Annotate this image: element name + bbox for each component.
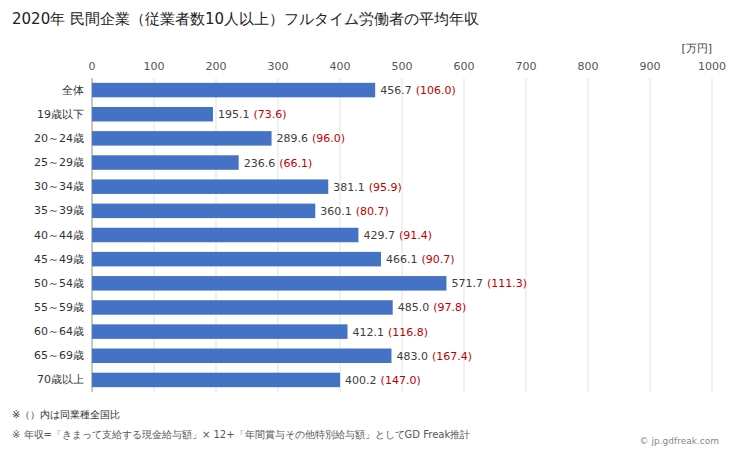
y-tick-label: 65～69歳 <box>34 349 84 362</box>
data-labels: 456.7(106.0)195.1(73.6)289.6(96.0)236.6(… <box>218 84 527 387</box>
bars <box>92 83 446 387</box>
x-tick-label: 100 <box>144 60 165 73</box>
data-label: 400.2 (147.0) <box>345 373 421 386</box>
grid-line <box>712 78 713 392</box>
note: ※（）内は同業種全国比 <box>12 409 120 420</box>
ratio-label: (66.1) <box>279 156 312 169</box>
ratio-label: (116.8) <box>388 325 428 338</box>
value-label: 429.7 <box>363 229 395 242</box>
category-labels: 全体 19歳以下 20～24歳 25～29歳 30～34歳 35～39歳 40～44歳 45～… <box>34 84 84 387</box>
value-label: 485.0 <box>398 301 430 314</box>
value-label: 483.0 <box>396 349 428 362</box>
ratio-label: (111.3) <box>487 277 527 290</box>
y-tick-label: 40～44歳 <box>34 229 84 242</box>
ratio-label: (91.4) <box>399 229 432 242</box>
data-label: 483.0 (167.4) <box>396 349 472 362</box>
y-tick-label: 55～59歳 <box>34 301 84 314</box>
bar <box>92 107 213 121</box>
x-tick-label: 500 <box>392 60 413 73</box>
x-tick-label: 1000 <box>698 60 726 73</box>
y-tick-label: 70歳以上 <box>37 373 84 386</box>
bar <box>92 228 358 242</box>
y-tick-label: 30～34歳 <box>34 180 84 193</box>
value-label: 360.1 <box>320 204 352 217</box>
grid-line <box>650 78 651 392</box>
bar <box>92 373 340 387</box>
value-label: 195.1 <box>218 108 250 121</box>
y-tick-label: 19歳以下 <box>37 108 84 121</box>
axis-unit-label: [万円] <box>681 42 712 55</box>
bar <box>92 300 393 314</box>
value-label: 412.1 <box>353 325 385 338</box>
title: 2020年 民間企業（従業者数10人以上）フルタイム労働者の平均年収 <box>12 10 479 28</box>
data-label: 456.7 (106.0) <box>380 84 456 97</box>
ratio-label: (167.4) <box>432 349 472 362</box>
x-tick-label: 800 <box>578 60 599 73</box>
value-label: 466.1 <box>386 253 418 266</box>
y-tick-label: 50～54歳 <box>34 277 84 290</box>
data-label: 571.7 (111.3) <box>451 277 527 290</box>
y-tick-label: 60～64歳 <box>34 325 84 338</box>
data-label: 412.1(116.8) <box>353 325 429 338</box>
x-tick-label: 900 <box>640 60 661 73</box>
bar <box>92 83 375 97</box>
bar <box>92 252 381 266</box>
grid-line <box>464 78 465 392</box>
data-label: 236.6(66.1) <box>244 156 313 169</box>
x-tick-label: 200 <box>206 60 227 73</box>
note: ※ 年収=「きまって支給する現金給与額」× 12+「年間賞与その他特別給与額」と… <box>12 429 470 440</box>
data-label: 429.7 (91.4) <box>363 229 432 242</box>
bar <box>92 131 272 145</box>
value-label: 236.6 <box>244 156 276 169</box>
ratio-label: (73.6) <box>253 108 286 121</box>
x-tick-label: 400 <box>330 60 351 73</box>
bar <box>92 349 391 363</box>
data-label: 195.1(73.6) <box>218 108 287 121</box>
value-label: 571.7 <box>451 277 483 290</box>
ratio-label: (147.0) <box>381 373 421 386</box>
watermark: © jp.gdfreak.com <box>640 436 719 446</box>
data-label: 466.1(90.7) <box>386 253 455 266</box>
x-tick-label: 700 <box>516 60 537 73</box>
bar <box>92 155 239 169</box>
ratio-label: (95.9) <box>369 180 402 193</box>
x-tick-label: 600 <box>454 60 475 73</box>
value-label: 400.2 <box>345 373 377 386</box>
value-label: 289.6 <box>277 132 309 145</box>
ratio-label: (80.7) <box>356 204 389 217</box>
y-tick-label: 45～49歳 <box>34 253 84 266</box>
x-tick-label: 0 <box>89 60 96 73</box>
y-tick-label: 全体 <box>62 84 84 97</box>
chart-svg: 2020年 民間企業（従業者数10人以上）フルタイム労働者の平均年収 [万円] 0 1… <box>0 0 729 451</box>
x-tick-label: 300 <box>268 60 289 73</box>
bar <box>92 179 328 193</box>
data-label: 360.1 (80.7) <box>320 204 389 217</box>
ratio-label: (96.0) <box>312 132 345 145</box>
notes: ※（）内は同業種全国比 ※ 年収=「きまって支給する現金給与額」× 12+「年間賞… <box>12 409 719 446</box>
data-label: 289.6(96.0) <box>277 132 346 145</box>
value-label: 381.1 <box>333 180 365 193</box>
bar <box>92 276 446 290</box>
y-tick-label: 20～24歳 <box>34 132 84 145</box>
chart-container: 2020年 民間企業（従業者数10人以上）フルタイム労働者の平均年収 [万円] 0 1… <box>0 0 729 451</box>
ratio-label: (97.8) <box>433 301 466 314</box>
ratio-label: (90.7) <box>421 253 454 266</box>
data-label: 381.1 (95.9) <box>333 180 402 193</box>
grid-line <box>526 78 527 392</box>
bar <box>92 324 348 338</box>
y-tick-label: 25～29歳 <box>34 156 84 169</box>
y-tick-label: 35～39歳 <box>34 204 84 217</box>
bar <box>92 204 315 218</box>
grid-line <box>588 78 589 392</box>
grid <box>92 78 712 392</box>
ratio-label: (106.0) <box>416 84 456 97</box>
value-label: 456.7 <box>380 84 412 97</box>
data-label: 485.0(97.8) <box>398 301 467 314</box>
